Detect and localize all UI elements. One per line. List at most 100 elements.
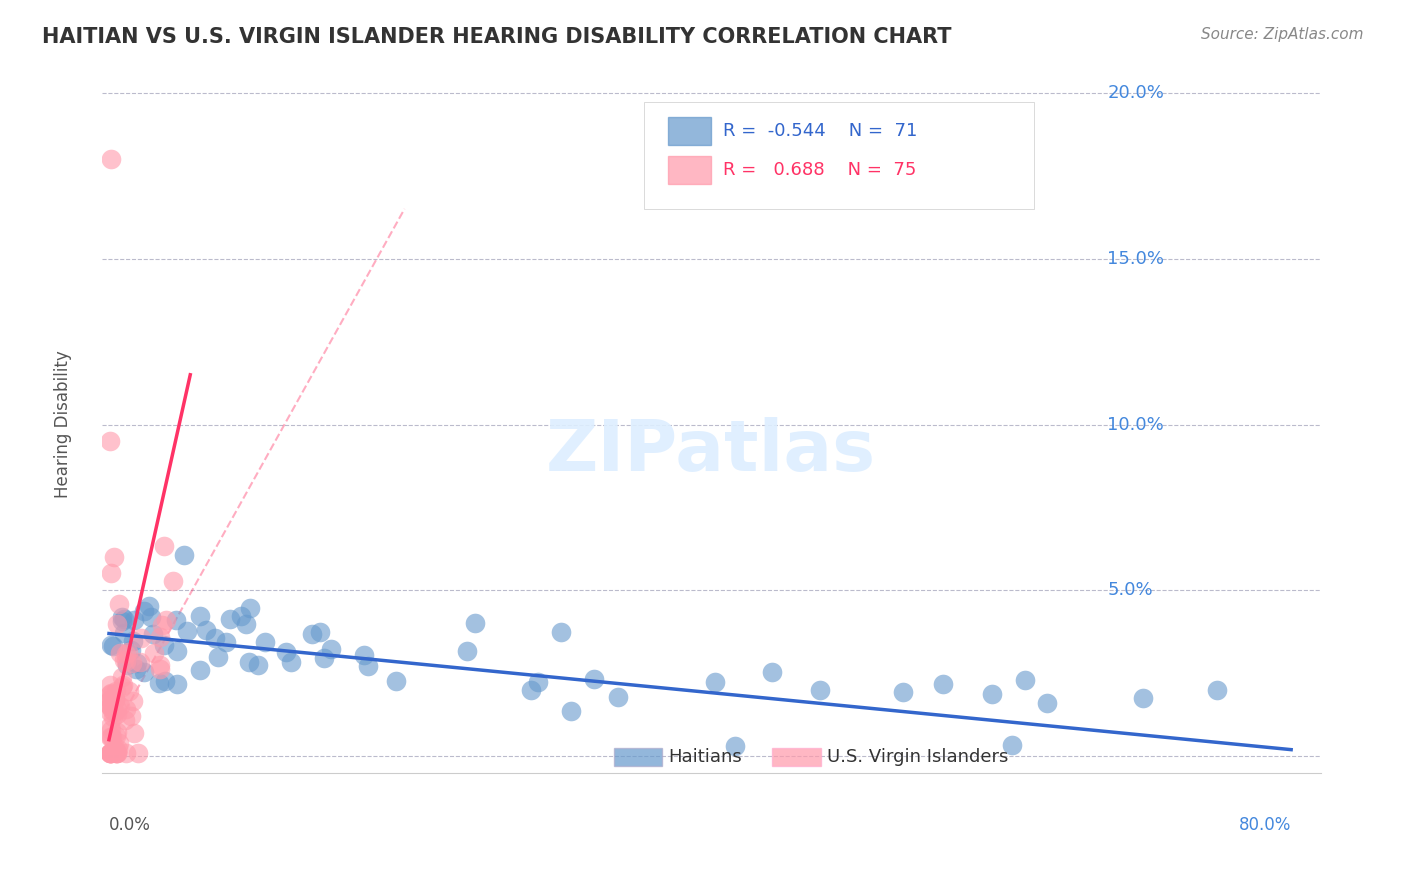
Point bbox=[219, 612, 242, 626]
Point bbox=[101, 691, 124, 706]
Point bbox=[112, 612, 135, 626]
Point bbox=[105, 617, 128, 632]
Point bbox=[105, 746, 128, 760]
Point bbox=[560, 704, 582, 718]
Point bbox=[114, 648, 136, 662]
Text: 0.0%: 0.0% bbox=[110, 816, 150, 834]
Point bbox=[98, 731, 121, 745]
Point bbox=[723, 739, 745, 753]
Point bbox=[166, 677, 188, 691]
Point bbox=[115, 654, 138, 668]
Text: R =  -0.544    N =  71: R = -0.544 N = 71 bbox=[723, 122, 918, 140]
Point bbox=[235, 616, 257, 631]
Point bbox=[118, 683, 141, 698]
Point bbox=[115, 746, 138, 760]
Point bbox=[100, 746, 122, 760]
Point bbox=[105, 725, 128, 739]
Point bbox=[110, 610, 132, 624]
Point bbox=[115, 658, 138, 673]
Point bbox=[143, 646, 166, 660]
Point bbox=[122, 634, 145, 648]
Bar bbox=[613, 747, 662, 765]
Point bbox=[254, 635, 277, 649]
Bar bbox=[668, 117, 711, 145]
Point bbox=[114, 713, 136, 727]
Point bbox=[111, 670, 134, 684]
Point bbox=[162, 574, 184, 588]
Point bbox=[357, 658, 380, 673]
Point bbox=[104, 693, 127, 707]
Point bbox=[101, 687, 124, 701]
Point bbox=[188, 663, 211, 677]
Point bbox=[98, 746, 121, 760]
Point bbox=[110, 680, 132, 694]
Point bbox=[104, 746, 127, 760]
Point bbox=[122, 725, 145, 739]
Point bbox=[195, 623, 218, 637]
Point bbox=[932, 677, 955, 691]
Text: Haitians: Haitians bbox=[668, 748, 742, 766]
Point bbox=[1036, 696, 1059, 710]
Point bbox=[98, 687, 121, 701]
Point bbox=[121, 656, 143, 670]
Point bbox=[173, 548, 195, 562]
Point bbox=[101, 710, 124, 724]
Point bbox=[520, 683, 543, 698]
Point bbox=[103, 550, 125, 565]
Point bbox=[138, 599, 160, 613]
Point bbox=[703, 674, 725, 689]
Point bbox=[761, 665, 783, 679]
Point bbox=[100, 638, 122, 652]
Point bbox=[204, 631, 226, 645]
Point bbox=[104, 741, 127, 756]
Point bbox=[120, 708, 142, 723]
Point bbox=[1132, 691, 1154, 706]
Point bbox=[276, 645, 298, 659]
Point bbox=[280, 655, 302, 669]
Text: 5.0%: 5.0% bbox=[1108, 582, 1153, 599]
Point bbox=[583, 672, 606, 686]
Point bbox=[98, 746, 121, 760]
Point bbox=[153, 638, 176, 652]
Point bbox=[103, 692, 125, 706]
Text: HAITIAN VS U.S. VIRGIN ISLANDER HEARING DISABILITY CORRELATION CHART: HAITIAN VS U.S. VIRGIN ISLANDER HEARING … bbox=[42, 27, 952, 46]
Text: 10.0%: 10.0% bbox=[1108, 416, 1164, 434]
Point bbox=[353, 648, 375, 662]
Point bbox=[114, 702, 136, 716]
Point bbox=[165, 614, 187, 628]
Point bbox=[1001, 738, 1024, 752]
Point bbox=[105, 707, 128, 722]
Point bbox=[456, 644, 478, 658]
Point bbox=[101, 703, 124, 717]
Text: R =   0.688    N =  75: R = 0.688 N = 75 bbox=[723, 161, 917, 179]
Point bbox=[101, 698, 124, 713]
Point bbox=[121, 693, 143, 707]
Point bbox=[114, 653, 136, 667]
Point bbox=[464, 616, 486, 631]
Point bbox=[139, 609, 162, 624]
Point bbox=[103, 639, 125, 653]
Point bbox=[100, 746, 122, 760]
Point bbox=[100, 705, 122, 719]
Point bbox=[149, 630, 172, 644]
Point bbox=[312, 650, 335, 665]
Bar bbox=[772, 747, 821, 765]
Point bbox=[385, 674, 408, 689]
Point bbox=[98, 698, 121, 713]
Point bbox=[98, 693, 121, 707]
Point bbox=[1014, 673, 1036, 687]
Point bbox=[132, 665, 155, 679]
Point bbox=[100, 152, 122, 166]
Point bbox=[110, 614, 132, 628]
Point bbox=[105, 743, 128, 757]
Point bbox=[142, 626, 165, 640]
Point bbox=[309, 625, 332, 640]
Text: 80.0%: 80.0% bbox=[1239, 816, 1291, 834]
Point bbox=[98, 746, 121, 760]
Point bbox=[239, 601, 262, 615]
Point bbox=[100, 723, 122, 737]
Point bbox=[891, 685, 914, 699]
Point bbox=[148, 675, 170, 690]
Point bbox=[98, 746, 121, 760]
Point bbox=[112, 626, 135, 640]
